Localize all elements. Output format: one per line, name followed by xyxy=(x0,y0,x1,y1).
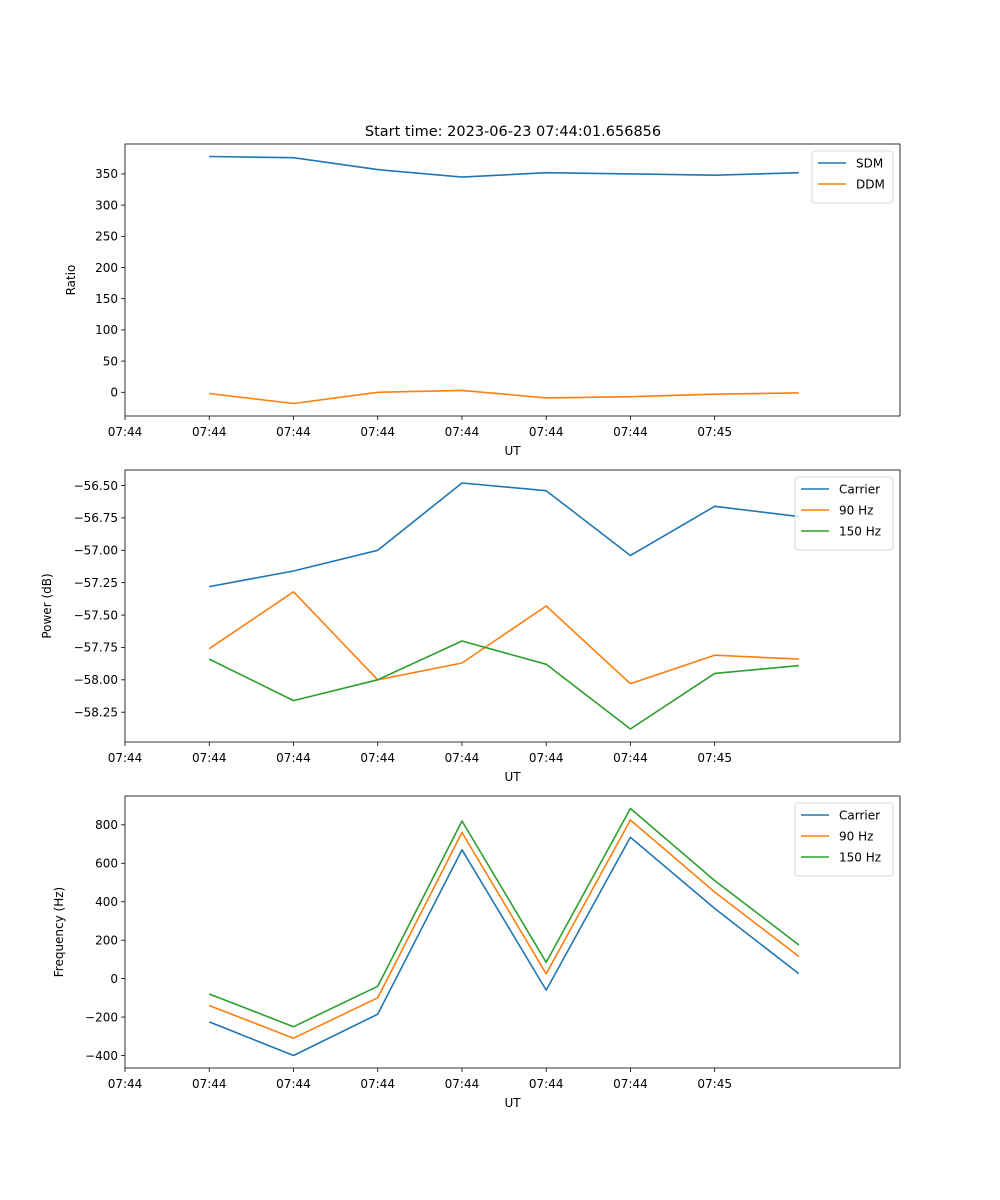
series-line-150-hz xyxy=(208,807,800,1028)
y-tick-label: −57.00 xyxy=(74,544,118,558)
y-tick-label: 300 xyxy=(95,198,118,212)
axes-frame xyxy=(124,469,901,743)
y-tick-label: 0 xyxy=(110,972,118,986)
legend-label: 150 Hz xyxy=(839,525,881,539)
y-tick-label: −57.25 xyxy=(74,576,118,590)
y-tick-label: 200 xyxy=(95,933,118,947)
x-axis-label: UT xyxy=(504,444,521,458)
x-tick-label: 07:44 xyxy=(613,1077,648,1091)
x-axis-label: UT xyxy=(504,1096,521,1110)
y-tick-label: −400 xyxy=(85,1049,118,1063)
y-tick-label: 800 xyxy=(95,818,118,832)
y-tick-label: 200 xyxy=(95,261,118,275)
y-tick-label: −58.00 xyxy=(74,673,118,687)
x-tick-label: 07:44 xyxy=(445,425,480,439)
y-tick-label: 0 xyxy=(110,386,118,400)
y-tick-label: −58.25 xyxy=(74,706,118,720)
y-tick-label: 150 xyxy=(95,292,118,306)
y-axis-label: Frequency (Hz) xyxy=(52,887,66,978)
subplot-power: 07:44 07:44 07:44 07:44 07:44 07:44 07:44 07:45… xyxy=(40,469,901,784)
series-line-90-hz xyxy=(208,590,799,685)
x-tick-label: 07:44 xyxy=(276,751,311,765)
x-tick-label: 07:44 xyxy=(192,425,227,439)
legend-box xyxy=(811,150,894,204)
axes-frame xyxy=(124,795,901,1069)
x-tick-label: 07:44 xyxy=(613,425,648,439)
y-tick-label: −56.75 xyxy=(74,511,118,525)
series-line-sdm xyxy=(209,155,799,178)
x-tick-label: 07:45 xyxy=(697,751,732,765)
x-tick-label: 07:44 xyxy=(445,751,480,765)
x-tick-label: 07:44 xyxy=(529,751,564,765)
series-line-150-hz xyxy=(208,640,799,730)
y-tick-label: 400 xyxy=(95,895,118,909)
y-tick-label: 600 xyxy=(95,857,118,871)
y-tick-label: 350 xyxy=(95,167,118,181)
y-tick-label: −56.50 xyxy=(74,479,118,493)
x-tick-label: 07:44 xyxy=(529,425,564,439)
legend-label: 90 Hz xyxy=(839,830,873,844)
y-axis-label: Power (dB) xyxy=(40,573,54,638)
subplot-frequency: 07:44 07:44 07:44 07:44 07:44 07:44 07:44 07:45… xyxy=(52,795,901,1110)
series-line-90-hz xyxy=(208,819,800,1039)
x-tick-label: 07:44 xyxy=(360,751,395,765)
x-axis-label: UT xyxy=(504,770,521,784)
legend-label: 150 Hz xyxy=(839,851,881,865)
x-tick-label: 07:44 xyxy=(108,751,143,765)
x-tick-label: 07:44 xyxy=(192,751,227,765)
legend-label: DDM xyxy=(856,178,885,192)
x-tick-label: 07:44 xyxy=(529,1077,564,1091)
y-tick-label: −57.50 xyxy=(74,608,118,622)
series-line-carrier xyxy=(209,482,799,588)
y-tick-label: −57.75 xyxy=(74,641,118,655)
x-tick-label: 07:44 xyxy=(192,1077,227,1091)
y-tick-label: 100 xyxy=(95,323,118,337)
x-tick-label: 07:44 xyxy=(108,425,143,439)
y-tick-label: −200 xyxy=(85,1010,118,1024)
x-tick-label: 07:44 xyxy=(613,751,648,765)
x-tick-label: 07:44 xyxy=(276,425,311,439)
x-tick-label: 07:44 xyxy=(276,1077,311,1091)
legend-label: Carrier xyxy=(839,483,880,497)
y-tick-label: 250 xyxy=(95,230,118,244)
axes-frame xyxy=(124,143,901,417)
subplot-ratio: 07:44 07:44 07:44 07:44 07:44 07:44 07:44 07:45… xyxy=(64,143,901,458)
x-tick-label: 07:44 xyxy=(445,1077,480,1091)
y-tick-label: 50 xyxy=(103,354,118,368)
legend-label: 90 Hz xyxy=(839,504,873,518)
x-tick-label: 07:45 xyxy=(697,425,732,439)
y-axis-label: Ratio xyxy=(64,265,78,296)
figure-title: Start time: 2023-06-23 07:44:01.656856 xyxy=(365,124,661,140)
legend-label: SDM xyxy=(856,157,883,171)
x-tick-label: 07:44 xyxy=(360,425,395,439)
x-tick-label: 07:44 xyxy=(360,1077,395,1091)
series-line-ddm xyxy=(209,389,799,405)
x-tick-label: 07:45 xyxy=(697,1077,732,1091)
series-line-carrier xyxy=(208,836,800,1057)
legend-label: Carrier xyxy=(839,809,880,823)
x-tick-label: 07:44 xyxy=(108,1077,143,1091)
